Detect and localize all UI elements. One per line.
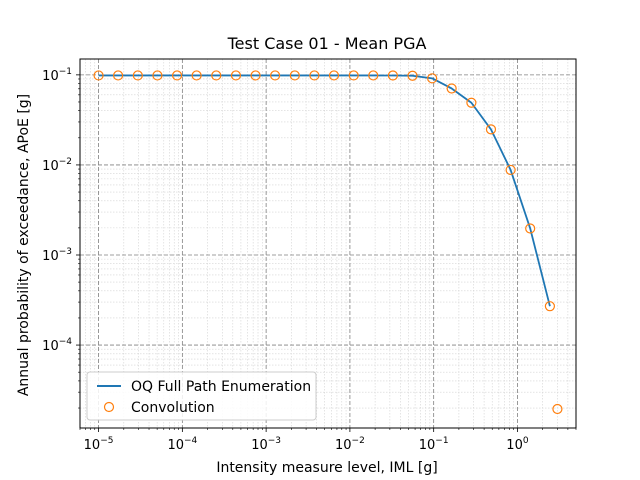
data-point-convolution: [211, 70, 222, 81]
data-point-convolution: [191, 70, 202, 81]
data-point-convolution: [328, 70, 340, 81]
x-tick-label: 100: [506, 436, 529, 453]
data-point-convolution: [466, 97, 477, 108]
x-tick-label: 10−2: [335, 436, 365, 453]
data-point-convolution: [446, 83, 457, 94]
data-point-convolution: [544, 301, 556, 312]
x-tick-label: 10−1: [419, 436, 449, 453]
y-tick-label: 10−4: [42, 337, 72, 354]
plot-frame: [79, 58, 577, 429]
data-point-convolution: [289, 70, 300, 81]
y-tick-label: 10−1: [42, 67, 72, 84]
data-point-convolution: [505, 164, 516, 176]
data-point-convolution: [525, 223, 536, 234]
legend-marker-swatch: [103, 401, 115, 413]
x-tick-label: 10−5: [84, 436, 114, 453]
x-tick-label: 10−4: [167, 436, 197, 453]
x-tick-label: 10−3: [251, 436, 281, 453]
legend: OQ Full Path Enumeration Convolution: [86, 371, 317, 421]
data-point-convolution: [407, 70, 418, 81]
y-tick-label: 10−3: [42, 247, 72, 264]
legend-label-oq: OQ Full Path Enumeration: [131, 379, 311, 395]
minor-grid: [79, 59, 577, 428]
y-tick-label: 10−2: [42, 157, 72, 174]
legend-label-convolution: Convolution: [131, 400, 215, 416]
series-layer: [93, 70, 563, 415]
data-point-convolution: [250, 70, 261, 81]
data-point-convolution: [387, 70, 398, 81]
data-point-convolution: [348, 70, 359, 81]
y-axis-label: Annual probability of exceedance, APoE […: [16, 94, 32, 396]
data-point-convolution: [552, 403, 563, 415]
data-point-convolution: [152, 70, 163, 81]
data-point-convolution: [368, 70, 379, 81]
x-axis-label: Intensity measure level, IML [g]: [216, 460, 437, 476]
data-point-convolution: [171, 70, 183, 81]
data-point-convolution: [485, 124, 497, 135]
data-point-convolution: [112, 70, 124, 81]
data-point-convolution: [230, 70, 242, 81]
data-point-convolution: [132, 70, 143, 81]
data-point-convolution: [93, 70, 104, 81]
series-line-oq-full-path: [98, 74, 551, 307]
axis-ticks: 10−5 10−4 10−3 10−2 10−1 100 10−4 10−3 10−2 10−1: [42, 67, 577, 453]
data-point-convolution: [270, 70, 281, 81]
chart-title: Test Case 01 - Mean PGA: [227, 34, 427, 53]
legend-box: [86, 371, 317, 421]
data-point-convolution: [427, 73, 438, 84]
data-point-convolution: [309, 70, 320, 81]
